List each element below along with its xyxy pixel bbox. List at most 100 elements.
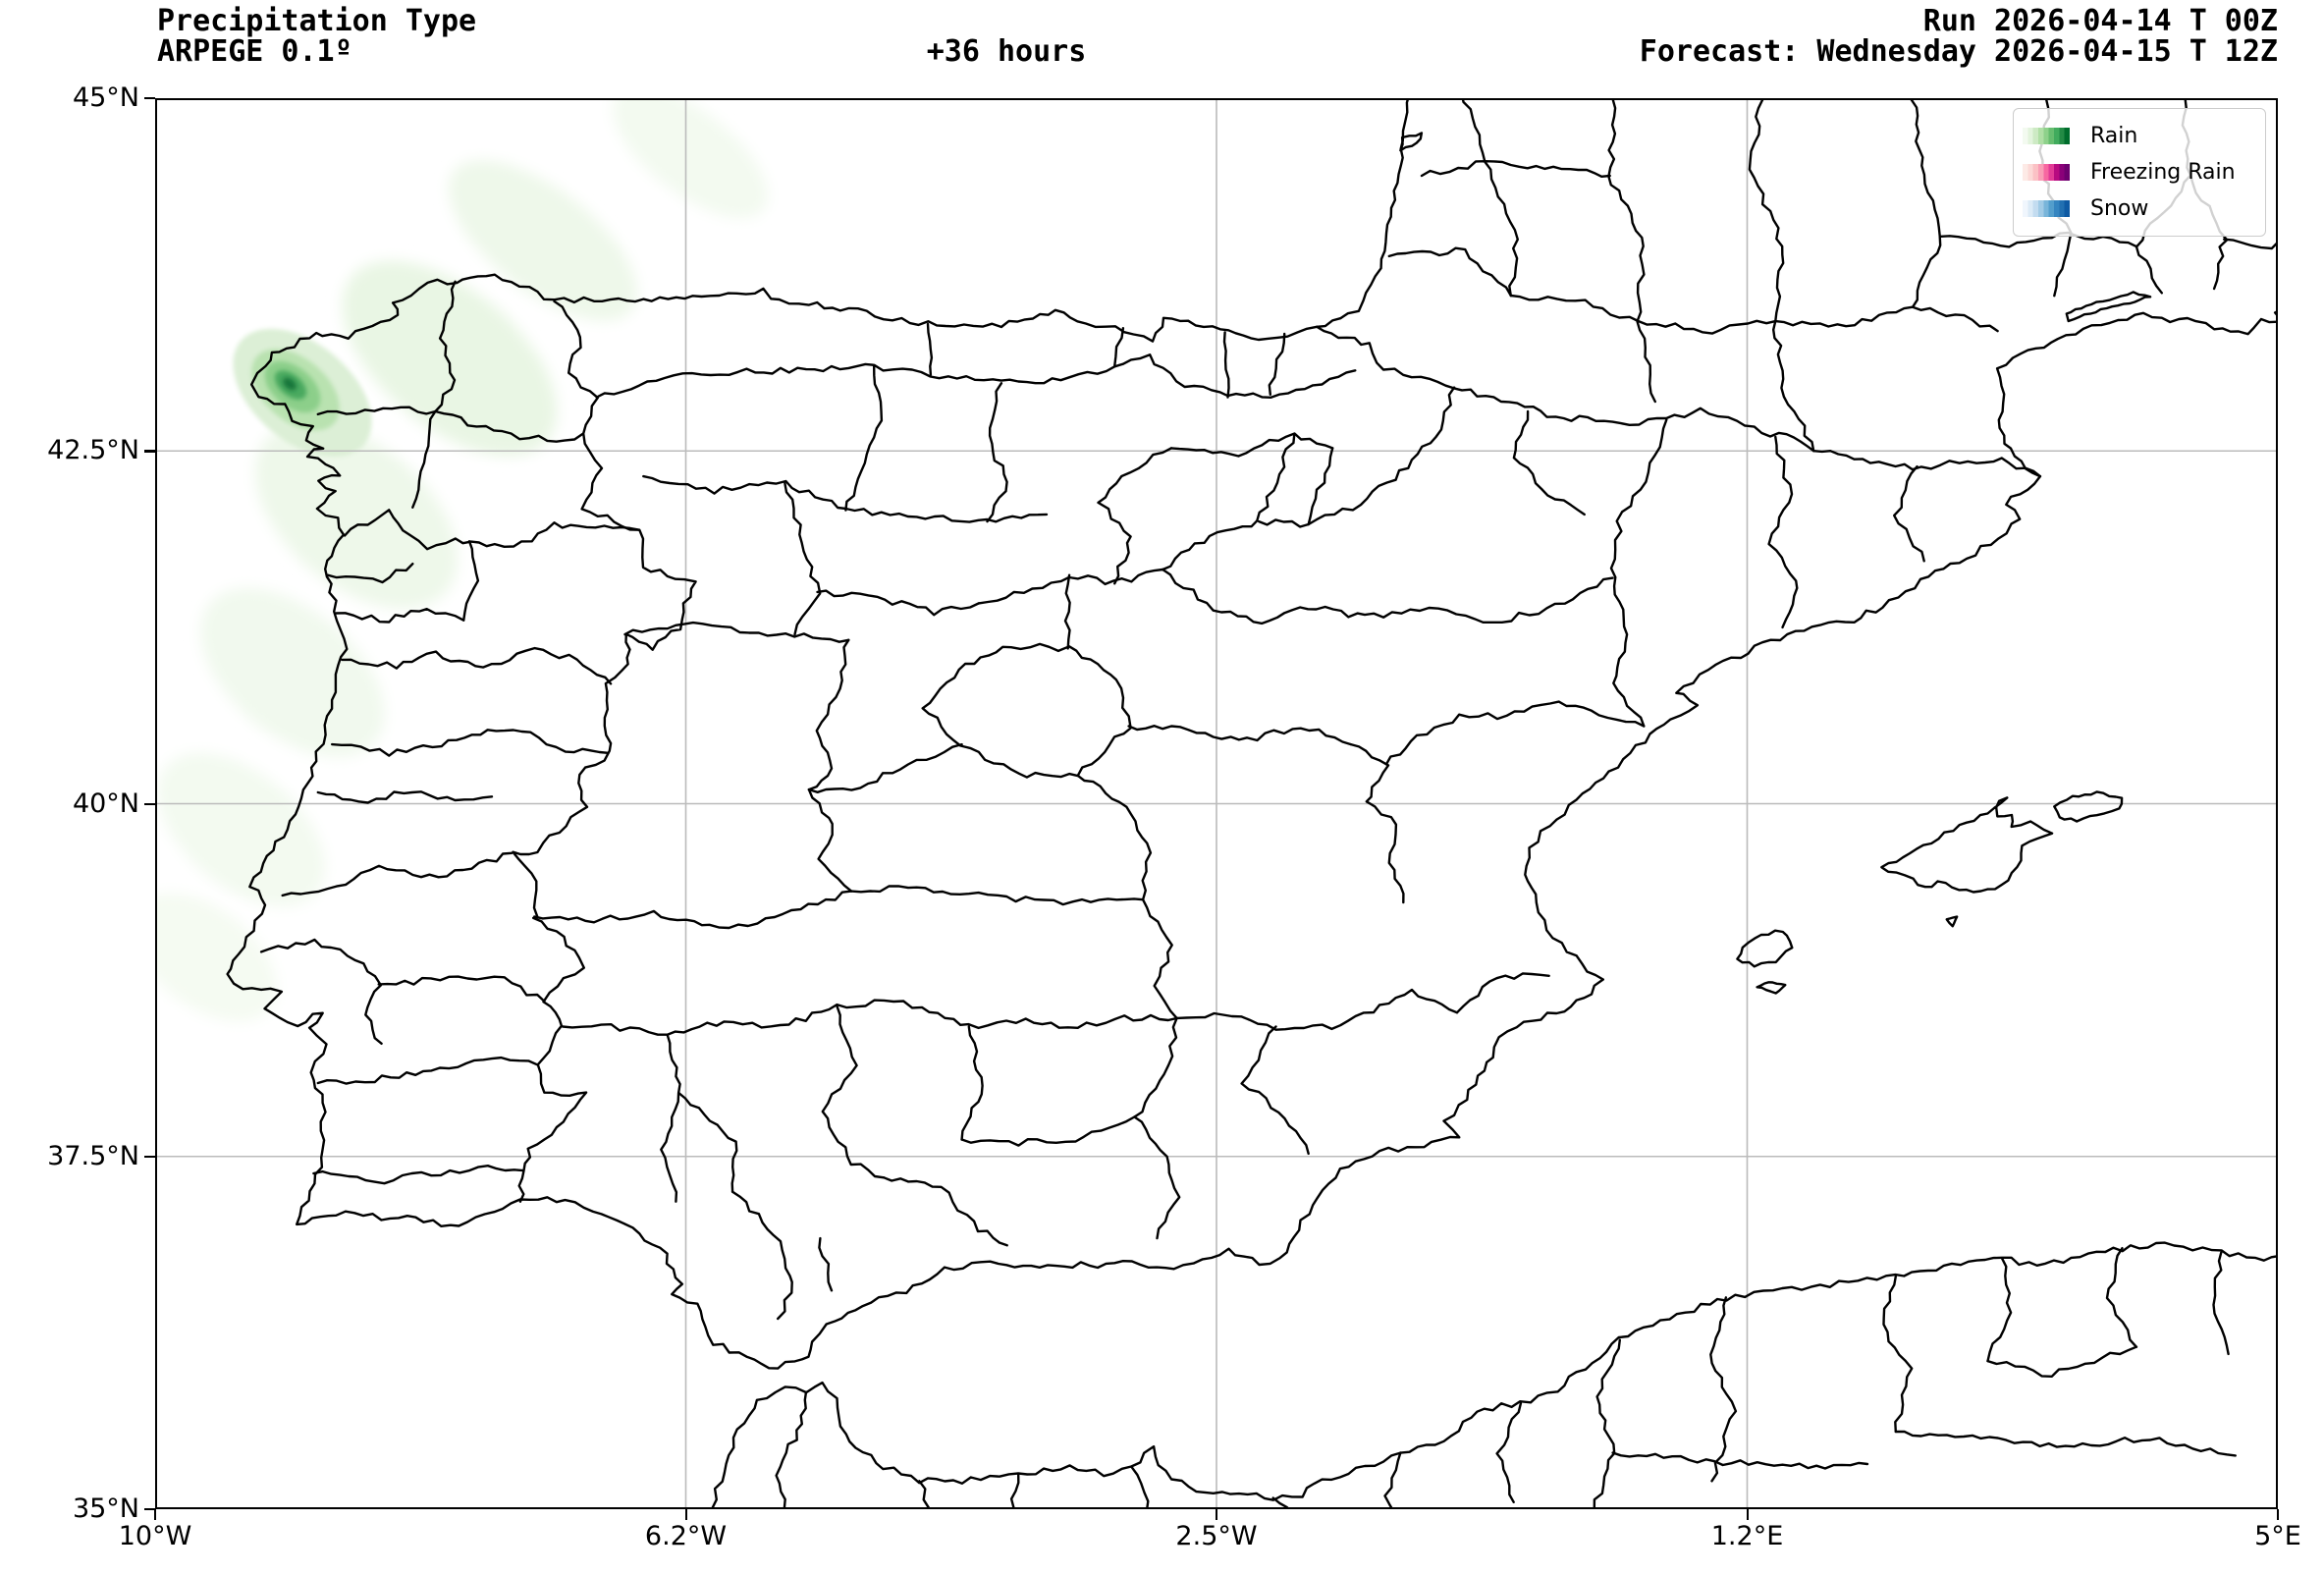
run-label: Run 2026-04-14 T 00Z xyxy=(1922,4,2278,38)
rain-shade-blob xyxy=(155,893,277,1022)
france-department-border xyxy=(2223,238,2278,250)
y-tick-label: 40°N xyxy=(72,788,139,819)
languedoc-lagoon xyxy=(2065,291,2152,323)
spain-province-border xyxy=(561,999,1178,1036)
spain-province-border xyxy=(821,1005,886,1179)
map-plot-area: Rain Freezing Rain Snow xyxy=(155,98,2278,1509)
spain-province-border xyxy=(816,589,981,617)
spain-province-border xyxy=(642,474,1049,523)
africa-region-border xyxy=(1986,1257,2013,1363)
spain-province-border xyxy=(977,568,1164,605)
x-tick-mark xyxy=(154,1509,157,1520)
legend-label: Snow xyxy=(2090,195,2149,221)
spain-province-border xyxy=(1767,435,1799,629)
spain-province-border xyxy=(1162,432,1296,571)
portugal-district-border xyxy=(335,608,465,624)
y-tick-mark xyxy=(144,1155,155,1159)
spain-province-border xyxy=(960,1115,1136,1147)
run-info-block: Run 2026-04-14 T 00Z Forecast: Wednesday … xyxy=(1276,6,2278,67)
pyrenees-border xyxy=(1316,325,2042,478)
precipitation-rain-area xyxy=(155,98,769,1022)
lead-time-label: +36 hours xyxy=(926,34,1087,69)
rain-shade-blob xyxy=(255,422,458,609)
spain-province-border xyxy=(660,1034,681,1203)
formentera-island xyxy=(1756,981,1787,995)
africa-region-border xyxy=(1271,1496,1291,1509)
spain-province-border xyxy=(730,1190,793,1321)
spain-province-border xyxy=(1141,898,1178,1020)
spain-province-border xyxy=(883,1176,1008,1247)
x-tick-label: 10°W xyxy=(118,1521,192,1551)
rain-colorramp-swatch xyxy=(2023,128,2070,144)
france-department-border xyxy=(1420,160,1611,178)
forecast-label: Forecast: Wednesday 2026-04-15 T 12Z xyxy=(1639,34,2278,69)
france-mediterranean-coast xyxy=(1995,311,2278,478)
arcachon-lagoon xyxy=(1399,132,1424,152)
y-tick-label: 35°N xyxy=(72,1494,139,1524)
spain-province-border xyxy=(553,299,641,531)
africa-region-border xyxy=(1709,1296,1738,1483)
france-department-border xyxy=(1910,98,1942,308)
y-tick-mark xyxy=(144,1508,155,1511)
africa-region-border xyxy=(1611,1451,1869,1470)
spain-province-border xyxy=(986,382,1008,523)
spain-province-border xyxy=(1162,568,1614,625)
mallorca-island xyxy=(1880,796,2054,894)
portugal-district-border xyxy=(326,563,414,584)
spain-province-border xyxy=(921,642,1132,779)
ibiza-island xyxy=(1736,929,1794,968)
portugal-district-border xyxy=(312,1165,524,1185)
x-tick-mark xyxy=(2277,1509,2280,1520)
legend-item-freezing-rain: Freezing Rain xyxy=(2023,154,2253,190)
france-department-border xyxy=(1607,98,1656,404)
x-tick-label: 6.2°W xyxy=(644,1521,728,1551)
spain-province-border xyxy=(1384,700,1646,766)
spain-province-border xyxy=(1268,332,1286,396)
rain-shade-blob xyxy=(612,98,769,219)
spain-province-border xyxy=(807,788,853,893)
spain-province-border xyxy=(595,353,1357,399)
spain-province-border xyxy=(411,409,437,509)
cabrera-island xyxy=(1945,915,1959,928)
x-tick-label: 1.2°E xyxy=(1710,1521,1784,1551)
france-department-border xyxy=(1637,305,1915,335)
portugal-district-border xyxy=(341,646,613,685)
portugal-district-border xyxy=(462,540,480,622)
spain-province-border xyxy=(1455,972,1550,1014)
north-africa-coastline xyxy=(710,1241,2278,1509)
spain-province-border xyxy=(1609,418,1668,728)
rain-shade-blob xyxy=(448,160,638,321)
spain-province-border xyxy=(1307,447,1334,526)
spain-province-border xyxy=(960,1025,984,1141)
spain-province-border xyxy=(844,364,884,512)
portugal-district-border xyxy=(316,790,494,804)
spain-province-border xyxy=(1097,447,1173,585)
africa-region-border xyxy=(2105,1247,2138,1348)
legend-label: Rain xyxy=(2090,123,2138,148)
africa-region-border xyxy=(2212,1251,2230,1356)
france-department-border xyxy=(1772,319,1815,453)
portugal-district-border xyxy=(316,1056,539,1085)
spain-province-border xyxy=(1222,331,1230,399)
spain-province-border xyxy=(807,638,850,791)
spain-province-border xyxy=(926,322,934,376)
legend: Rain Freezing Rain Snow xyxy=(2013,108,2266,237)
y-tick-mark xyxy=(144,97,155,100)
spain-province-border xyxy=(1512,409,1586,516)
x-tick-label: 5°E xyxy=(2254,1521,2301,1551)
portugal-district-border xyxy=(331,729,610,757)
spain-province-border xyxy=(623,621,850,643)
page-title: Precipitation Type xyxy=(157,4,477,38)
spain-province-border xyxy=(849,885,1145,906)
spain-province-border xyxy=(677,1091,738,1193)
spain-province-border xyxy=(807,742,963,793)
france-department-border xyxy=(1748,98,1785,323)
spain-province-border xyxy=(1175,988,1459,1031)
legend-item-snow: Snow xyxy=(2023,190,2253,227)
y-tick-label: 45°N xyxy=(72,82,139,113)
spain-province-border xyxy=(1240,1025,1310,1156)
x-tick-label: 2.5°W xyxy=(1175,1521,1258,1551)
spain-province-border xyxy=(1258,518,1310,528)
africa-region-border xyxy=(1593,1338,1621,1509)
